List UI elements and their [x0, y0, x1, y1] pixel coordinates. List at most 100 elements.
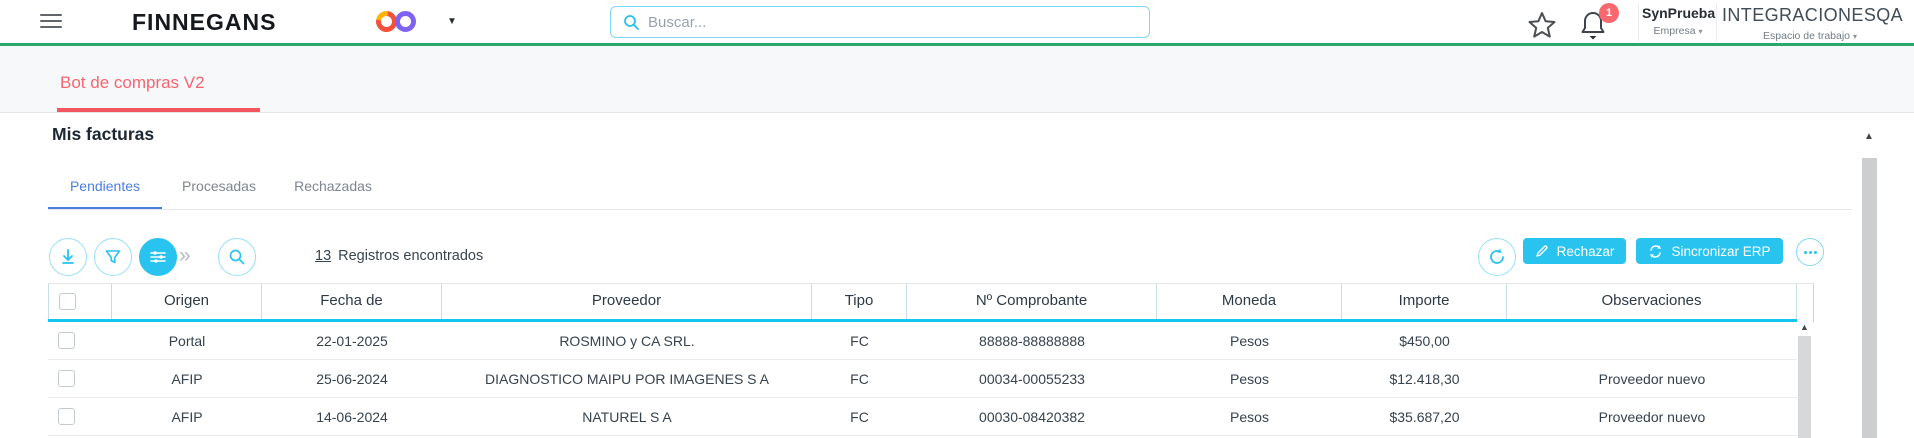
records-found: 13 Registros encontrados	[315, 248, 483, 264]
cell-observaciones: Proveedor nuevo	[1598, 408, 1706, 425]
cell-importe: $450,00	[1399, 332, 1450, 349]
caret-down-icon: ▾	[1698, 27, 1703, 36]
search-input[interactable]	[648, 13, 1149, 31]
hamburger-menu-icon[interactable]	[40, 14, 62, 30]
cell-fecha: 22-01-2025	[316, 332, 388, 349]
column-header-comprobante[interactable]: Nº Comprobante	[907, 284, 1157, 319]
company-name: SynPrueba	[1642, 5, 1716, 21]
row-checkbox-cell	[48, 370, 112, 387]
column-header-moneda[interactable]: Moneda	[1157, 284, 1342, 319]
column-header-origen[interactable]: Origen	[112, 284, 262, 319]
caret-down-icon: ▾	[1852, 32, 1857, 41]
row-checkbox-cell	[48, 408, 112, 425]
notifications-bell-icon[interactable]	[1578, 9, 1608, 41]
filter-button[interactable]	[94, 238, 132, 276]
global-search[interactable]	[610, 6, 1150, 38]
table-scroll-up-icon[interactable]: ▲	[1800, 322, 1809, 332]
page-title: Mis facturas	[52, 124, 155, 144]
module-tab-strip: Bot de compras V2	[0, 46, 1914, 113]
cell-observaciones: Proveedor nuevo	[1598, 370, 1706, 387]
reject-button-label: Rechazar	[1556, 243, 1615, 259]
cell-tipo: FC	[850, 332, 869, 349]
cell-importe: $35.687,20	[1389, 408, 1460, 425]
more-options-button[interactable]	[1796, 238, 1824, 266]
tab-procesadas[interactable]: Procesadas	[182, 178, 256, 194]
select-all-cell	[48, 284, 112, 319]
pencil-icon	[1535, 245, 1548, 257]
cell-comprobante: 00034-00055233	[979, 370, 1085, 387]
filter-funnel-icon	[105, 250, 121, 264]
tab-pendientes[interactable]: Pendientes	[48, 165, 162, 210]
column-header-proveedor[interactable]: Proveedor	[442, 284, 812, 319]
column-header-fecha[interactable]: Fecha de	[262, 284, 442, 319]
cell-origen: AFIP	[171, 408, 203, 425]
module-tab-bot-de-compras[interactable]: Bot de compras V2	[60, 73, 205, 92]
table-row[interactable]: Portal 22-01-2025 ROSMINO y CA SRL. FC 8…	[48, 322, 1797, 360]
scrollbar-header-spacer	[1797, 283, 1814, 322]
row-checkbox[interactable]	[58, 408, 75, 425]
sync-erp-button-label: Sincronizar ERP	[1671, 243, 1771, 259]
records-count[interactable]: 13	[315, 248, 332, 264]
row-checkbox[interactable]	[58, 332, 75, 349]
cell-moneda: Pesos	[1230, 332, 1269, 349]
favorites-star-icon[interactable]	[1527, 11, 1557, 39]
top-bar: FINNEGANS ▼ 1 SynPrueba Empresa ▾ INTEGR…	[0, 0, 1914, 43]
tabs-divider-line	[48, 209, 1852, 210]
cell-tipo: FC	[850, 370, 869, 387]
search-icon	[624, 14, 639, 30]
select-all-checkbox[interactable]	[59, 293, 76, 310]
header-divider	[1638, 3, 1639, 42]
brand-accent-line	[0, 43, 1914, 46]
brand-logo-text[interactable]: FINNEGANS	[132, 9, 277, 35]
module-tab-active-underline	[57, 108, 260, 112]
expand-toolbar-chevrons-icon[interactable]: »	[179, 244, 191, 267]
download-icon	[62, 249, 74, 264]
sync-icon	[1650, 244, 1662, 258]
workspace-label: Espacio de trabajo	[1763, 30, 1851, 42]
download-button[interactable]	[49, 238, 87, 276]
workspace-switcher[interactable]: INTEGRACIONESQA Espacio de trabajo ▾	[1722, 5, 1904, 42]
records-label: Registros encontrados	[338, 248, 484, 264]
company-label: Empresa	[1653, 25, 1696, 37]
cell-comprobante: 88888-88888888	[979, 332, 1085, 349]
row-checkbox-cell	[48, 332, 112, 349]
page-scroll-up-icon[interactable]: ▲	[1864, 131, 1874, 142]
cell-fecha: 25-06-2024	[316, 370, 388, 387]
sync-erp-button[interactable]: Sincronizar ERP	[1636, 238, 1783, 264]
refresh-icon	[1490, 248, 1504, 264]
cell-comprobante: 00030-08420382	[979, 408, 1085, 425]
column-header-observaciones[interactable]: Observaciones	[1507, 284, 1797, 319]
page-scrollbar-thumb[interactable]	[1862, 158, 1877, 438]
table-body: Portal 22-01-2025 ROSMINO y CA SRL. FC 8…	[48, 322, 1797, 436]
status-tabs: Pendientes Procesadas Rechazadas	[48, 165, 390, 210]
tab-rechazadas[interactable]: Rechazadas	[294, 178, 372, 194]
cell-moneda: Pesos	[1230, 408, 1269, 425]
search-records-button[interactable]	[218, 238, 256, 276]
cell-moneda: Pesos	[1230, 370, 1269, 387]
column-header-tipo[interactable]: Tipo	[812, 284, 907, 319]
table-scrollbar[interactable]: ▲	[1797, 322, 1812, 438]
table-header-row: Origen Fecha de Proveedor Tipo Nº Comprobant…	[48, 283, 1814, 322]
notification-count-badge: 1	[1599, 3, 1619, 23]
header-divider	[1716, 3, 1717, 42]
column-header-importe[interactable]: Importe	[1342, 284, 1507, 319]
mis-facturas-panel: Mis facturas Pendientes Procesadas Recha…	[0, 113, 1914, 438]
brand-caret-icon[interactable]: ▼	[447, 16, 457, 27]
refresh-button[interactable]	[1478, 238, 1516, 276]
column-settings-button[interactable]	[139, 238, 177, 276]
workspace-name: INTEGRACIONESQA	[1722, 5, 1904, 25]
cell-proveedor: ROSMINO y CA SRL.	[559, 332, 695, 349]
row-checkbox[interactable]	[58, 370, 75, 387]
ellipsis-icon	[1803, 250, 1807, 254]
company-switcher[interactable]: SynPrueba Empresa ▾	[1642, 5, 1716, 37]
search-icon	[229, 249, 245, 265]
cell-proveedor: NATUREL S A	[582, 408, 672, 425]
cell-fecha: 14-06-2024	[316, 408, 388, 425]
cell-importe: $12.418,30	[1389, 370, 1460, 387]
table-row[interactable]: AFIP 25-06-2024 DIAGNOSTICO MAIPU POR IM…	[48, 360, 1797, 398]
table-scrollbar-thumb[interactable]	[1798, 336, 1811, 438]
brand-logo-icon	[371, 6, 428, 37]
sliders-icon	[150, 251, 166, 263]
reject-button[interactable]: Rechazar	[1523, 238, 1626, 264]
table-row[interactable]: AFIP 14-06-2024 NATUREL S A FC 00030-084…	[48, 398, 1797, 436]
